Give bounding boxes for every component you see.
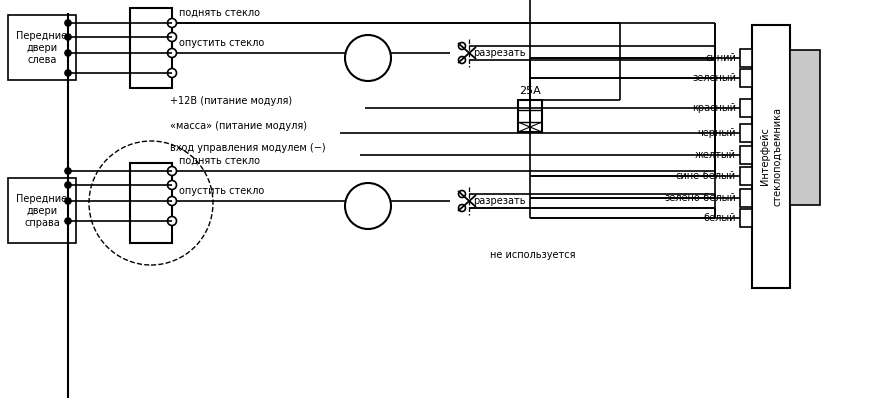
Text: вход управления модулем (−): вход управления модулем (−) <box>170 143 326 153</box>
Circle shape <box>65 70 71 76</box>
Bar <box>740 146 752 164</box>
Circle shape <box>65 218 71 224</box>
Text: синий: синий <box>705 53 736 63</box>
Circle shape <box>167 166 177 176</box>
Text: Интерфейс
стеклоподъемника: Интерфейс стеклоподъемника <box>760 107 781 206</box>
Text: черный: черный <box>698 128 736 138</box>
Bar <box>740 209 752 227</box>
Text: разрезать: разрезать <box>473 196 525 206</box>
Bar <box>740 167 752 185</box>
Bar <box>740 99 752 117</box>
Circle shape <box>65 34 71 40</box>
Circle shape <box>65 182 71 188</box>
Text: +12В (питание модуля): +12В (питание модуля) <box>170 96 292 106</box>
Text: 25А: 25А <box>519 86 541 96</box>
Circle shape <box>167 33 177 41</box>
Text: «масса» (питание модуля): «масса» (питание модуля) <box>170 121 307 131</box>
Bar <box>740 189 752 207</box>
Circle shape <box>167 180 177 190</box>
Text: белый: белый <box>703 213 736 223</box>
Bar <box>740 69 752 87</box>
Bar <box>130 163 172 243</box>
Text: не используется: не используется <box>490 250 576 260</box>
Text: поднять стекло: поднять стекло <box>179 8 260 18</box>
Circle shape <box>167 48 177 57</box>
Bar <box>130 8 172 88</box>
Text: опустить стекло: опустить стекло <box>179 38 264 48</box>
Bar <box>740 49 752 67</box>
Bar <box>8 178 76 243</box>
Circle shape <box>458 43 466 50</box>
Circle shape <box>458 190 466 197</box>
Circle shape <box>345 183 391 229</box>
Bar <box>8 15 76 80</box>
Text: красный: красный <box>692 103 736 113</box>
Circle shape <box>458 204 466 211</box>
Circle shape <box>167 216 177 225</box>
Bar <box>790 50 820 205</box>
Bar <box>752 25 790 288</box>
Text: поднять стекло: поднять стекло <box>179 156 260 166</box>
Text: разрезать: разрезать <box>473 48 525 58</box>
Text: Передние
двери
слева: Передние двери слева <box>17 31 68 64</box>
Circle shape <box>345 35 391 81</box>
Circle shape <box>65 50 71 56</box>
Circle shape <box>458 57 466 64</box>
Text: желтый: желтый <box>695 150 736 160</box>
Circle shape <box>167 69 177 78</box>
Circle shape <box>65 20 71 26</box>
Circle shape <box>167 19 177 28</box>
Circle shape <box>65 168 71 174</box>
Text: Передние
двери
справа: Передние двери справа <box>17 195 68 228</box>
Bar <box>740 124 752 142</box>
Text: зеленый: зеленый <box>692 73 736 83</box>
Text: опустить стекло: опустить стекло <box>179 186 264 196</box>
Circle shape <box>65 198 71 204</box>
Bar <box>518 100 542 132</box>
Circle shape <box>167 197 177 206</box>
Text: зелено-белый: зелено-белый <box>664 193 736 203</box>
Text: сине-белый: сине-белый <box>676 171 736 181</box>
